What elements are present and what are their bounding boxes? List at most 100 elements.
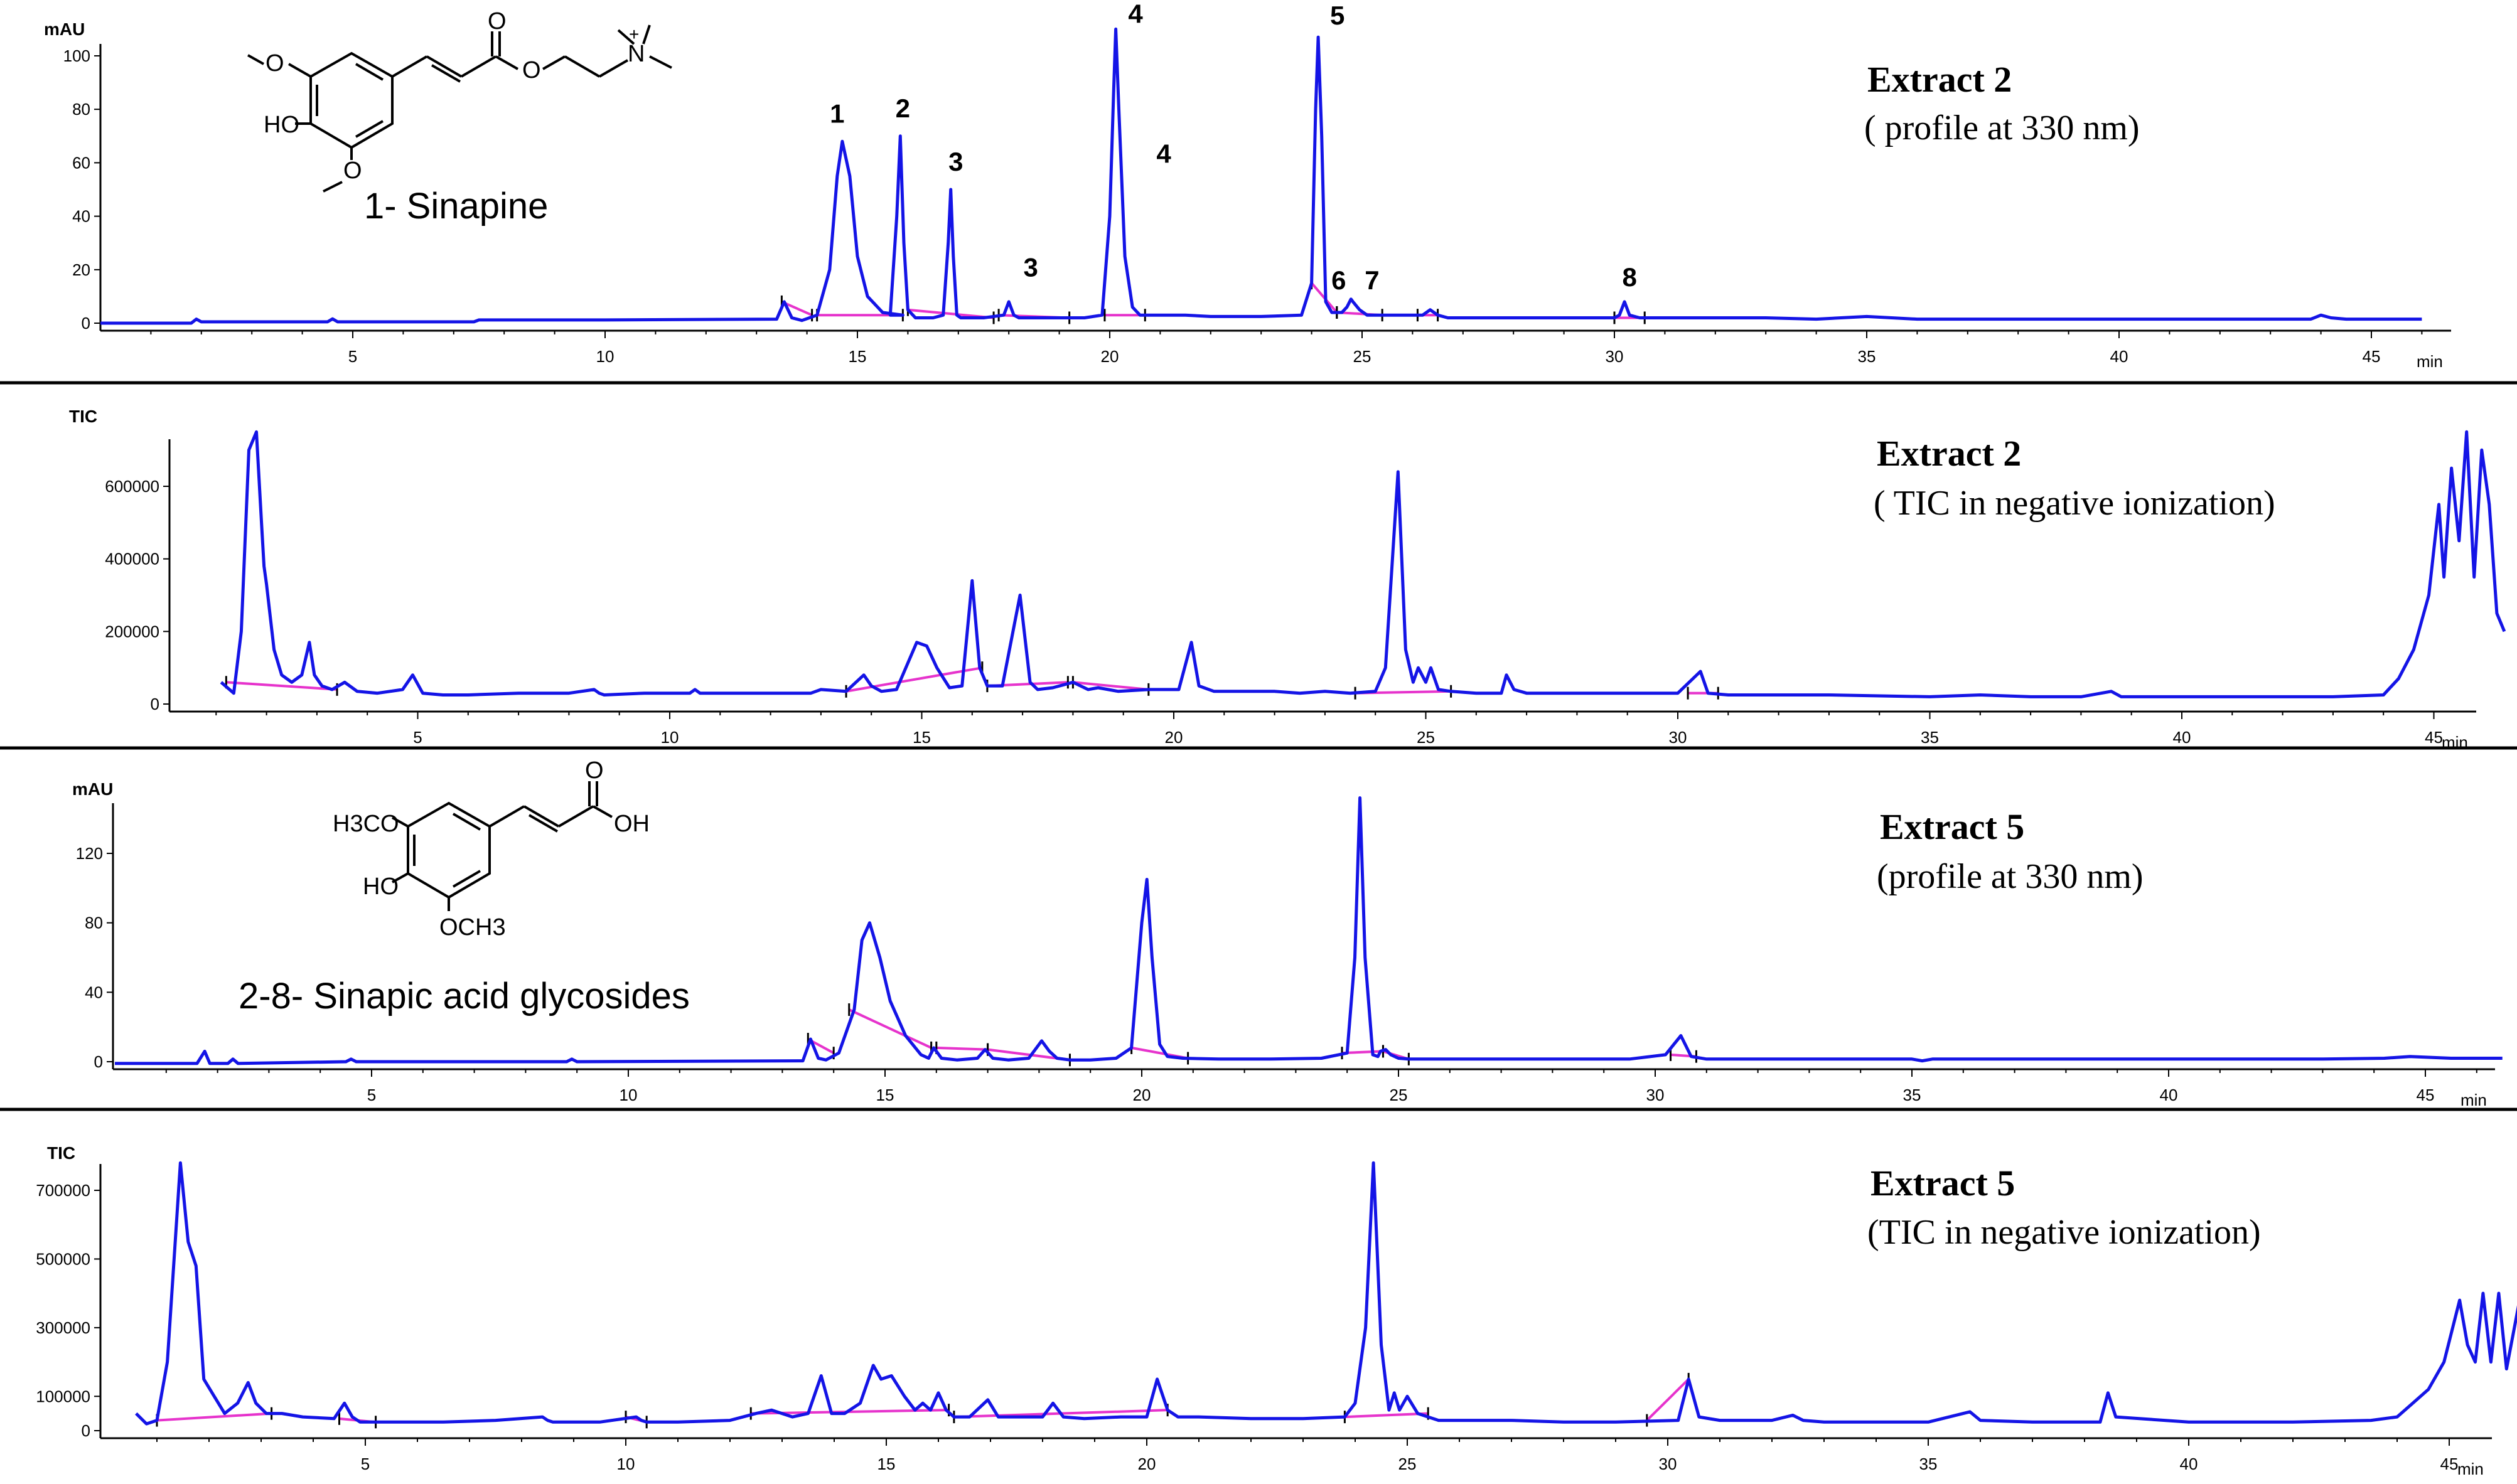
integration-baseline bbox=[936, 1046, 988, 1051]
sinapine-atom-o: O bbox=[522, 57, 541, 83]
sinapine-bond bbox=[617, 29, 635, 45]
y-tick-label: 500000 bbox=[36, 1249, 90, 1268]
y-tick-label: 120 bbox=[76, 844, 103, 863]
y-axis-label: TIC bbox=[69, 407, 97, 426]
x-tick-label: 10 bbox=[661, 728, 679, 747]
sinapine-atom-o: O bbox=[488, 8, 507, 35]
sinapic-bond bbox=[392, 872, 409, 883]
panel-title: Extract 5 bbox=[1870, 1163, 2015, 1204]
sinapine-bond bbox=[542, 55, 566, 70]
y-tick-label: 0 bbox=[151, 695, 159, 713]
y-tick-label: 80 bbox=[72, 100, 90, 119]
x-tick-label: 20 bbox=[1101, 347, 1119, 366]
sinapine-bond bbox=[564, 55, 601, 78]
peak-label: 5 bbox=[1330, 1, 1344, 30]
sinapic-bond bbox=[557, 805, 594, 828]
y-tick-label: 400000 bbox=[105, 550, 159, 569]
sinapine-caption: 1- Sinapine bbox=[364, 186, 548, 227]
x-tick-label: 30 bbox=[1669, 728, 1687, 747]
x-tick-label: 40 bbox=[2160, 1086, 2178, 1104]
sinapic-atom-oh: OH bbox=[614, 811, 650, 837]
x-tick-label: 30 bbox=[1606, 347, 1624, 366]
integration-baseline bbox=[1344, 1412, 1429, 1419]
x-tick-label: 15 bbox=[849, 347, 867, 366]
x-tick-label: 5 bbox=[348, 347, 357, 366]
x-tick-label: 15 bbox=[913, 728, 931, 747]
y-axis-label: mAU bbox=[72, 779, 113, 799]
integration-baseline bbox=[226, 681, 338, 691]
sinapic-bond bbox=[593, 805, 613, 818]
x-tick-label: 25 bbox=[1353, 347, 1371, 366]
y-tick-label: 0 bbox=[94, 1052, 103, 1071]
sinapic-bond bbox=[488, 805, 525, 828]
sinapine-atom-n: N bbox=[628, 41, 645, 67]
sinapic-bond bbox=[452, 813, 481, 831]
integration-baseline bbox=[1646, 1378, 1690, 1422]
y-tick-label: 80 bbox=[85, 914, 103, 932]
sinapine-atom-o: O bbox=[343, 157, 362, 184]
chromatogram-trace bbox=[115, 796, 2503, 1065]
x-tick-label: 45 bbox=[2440, 1455, 2459, 1473]
peak-label: 2 bbox=[896, 93, 910, 123]
sinapine-bond bbox=[391, 55, 428, 78]
sinapine-bond bbox=[426, 55, 463, 78]
integration-baseline bbox=[1341, 1050, 1383, 1055]
sinapine-atom-ho: HO bbox=[264, 112, 299, 138]
y-axis-label: TIC bbox=[47, 1143, 75, 1163]
panel-subtitle: ( profile at 330 nm) bbox=[1864, 109, 2140, 147]
sinapine-structure bbox=[247, 24, 672, 193]
peak-label: 1 bbox=[830, 99, 844, 128]
x-tick-label: 20 bbox=[1138, 1455, 1156, 1473]
sinapic-atom-och3: OCH3 bbox=[439, 914, 506, 941]
integration-baseline bbox=[845, 666, 983, 693]
x-tick-label: 5 bbox=[361, 1455, 370, 1473]
y-tick-label: 60 bbox=[72, 153, 90, 172]
y-axis-label: mAU bbox=[44, 19, 85, 39]
x-axis-unit: min bbox=[2417, 352, 2443, 371]
y-tick-label: 600000 bbox=[105, 477, 159, 496]
x-tick-label: 20 bbox=[1165, 728, 1183, 747]
peak-label: 7 bbox=[1365, 265, 1379, 295]
sinapine-atom-o: O bbox=[266, 50, 284, 77]
x-tick-label: 25 bbox=[1390, 1086, 1408, 1104]
x-tick-label: 45 bbox=[2425, 728, 2443, 747]
x-tick-label: 35 bbox=[1903, 1086, 1921, 1104]
sinapic-bond bbox=[392, 816, 409, 828]
sinapic-caption: 2-8- Sinapic acid glycosides bbox=[239, 976, 690, 1017]
chromatogram-trace bbox=[100, 27, 2422, 325]
sinapic-bond bbox=[523, 805, 560, 828]
peak-label: 3 bbox=[948, 147, 963, 176]
integration-baseline bbox=[1073, 681, 1149, 691]
x-tick-label: 20 bbox=[1133, 1086, 1151, 1104]
x-tick-label: 10 bbox=[620, 1086, 638, 1104]
sinapine-bond bbox=[642, 24, 651, 45]
x-axis-unit: min bbox=[2461, 1091, 2487, 1109]
y-tick-label: 0 bbox=[82, 314, 90, 333]
y-tick-label: 300000 bbox=[36, 1318, 90, 1337]
sinapic-atom-h3co: H3CO bbox=[333, 811, 399, 837]
sinapine-bond bbox=[649, 55, 672, 69]
x-tick-label: 25 bbox=[1417, 728, 1435, 747]
x-tick-label: 45 bbox=[2363, 347, 2381, 366]
x-tick-label: 10 bbox=[617, 1455, 635, 1473]
sinapine-bond bbox=[355, 120, 384, 138]
panel-title: Extract 2 bbox=[1867, 59, 2012, 100]
panel-subtitle: (TIC in negative ionization) bbox=[1867, 1213, 2261, 1252]
sinapine-bond bbox=[460, 55, 497, 78]
y-tick-label: 0 bbox=[82, 1421, 90, 1440]
panel-extract5-tic: TIC Extract 5 (TIC in negative ionizatio… bbox=[36, 1143, 2517, 1478]
sinapine-bond bbox=[247, 54, 264, 65]
sinapic-atom-o: O bbox=[585, 757, 604, 784]
x-tick-label: 45 bbox=[2417, 1086, 2435, 1104]
panel-subtitle: ( TIC in negative ionization) bbox=[1874, 484, 2275, 523]
y-tick-label: 40 bbox=[72, 207, 90, 226]
sinapine-bond bbox=[355, 63, 384, 81]
x-tick-label: 35 bbox=[1921, 728, 1939, 747]
x-tick-label: 40 bbox=[2173, 728, 2191, 747]
peak-label: 4 bbox=[1156, 139, 1171, 168]
sinapine-charge: + bbox=[629, 24, 639, 44]
y-tick-label: 700000 bbox=[36, 1181, 90, 1200]
x-tick-label: 40 bbox=[2180, 1455, 2198, 1473]
sinapic-bond bbox=[452, 870, 481, 888]
sinapic-acid-structure bbox=[392, 781, 613, 911]
